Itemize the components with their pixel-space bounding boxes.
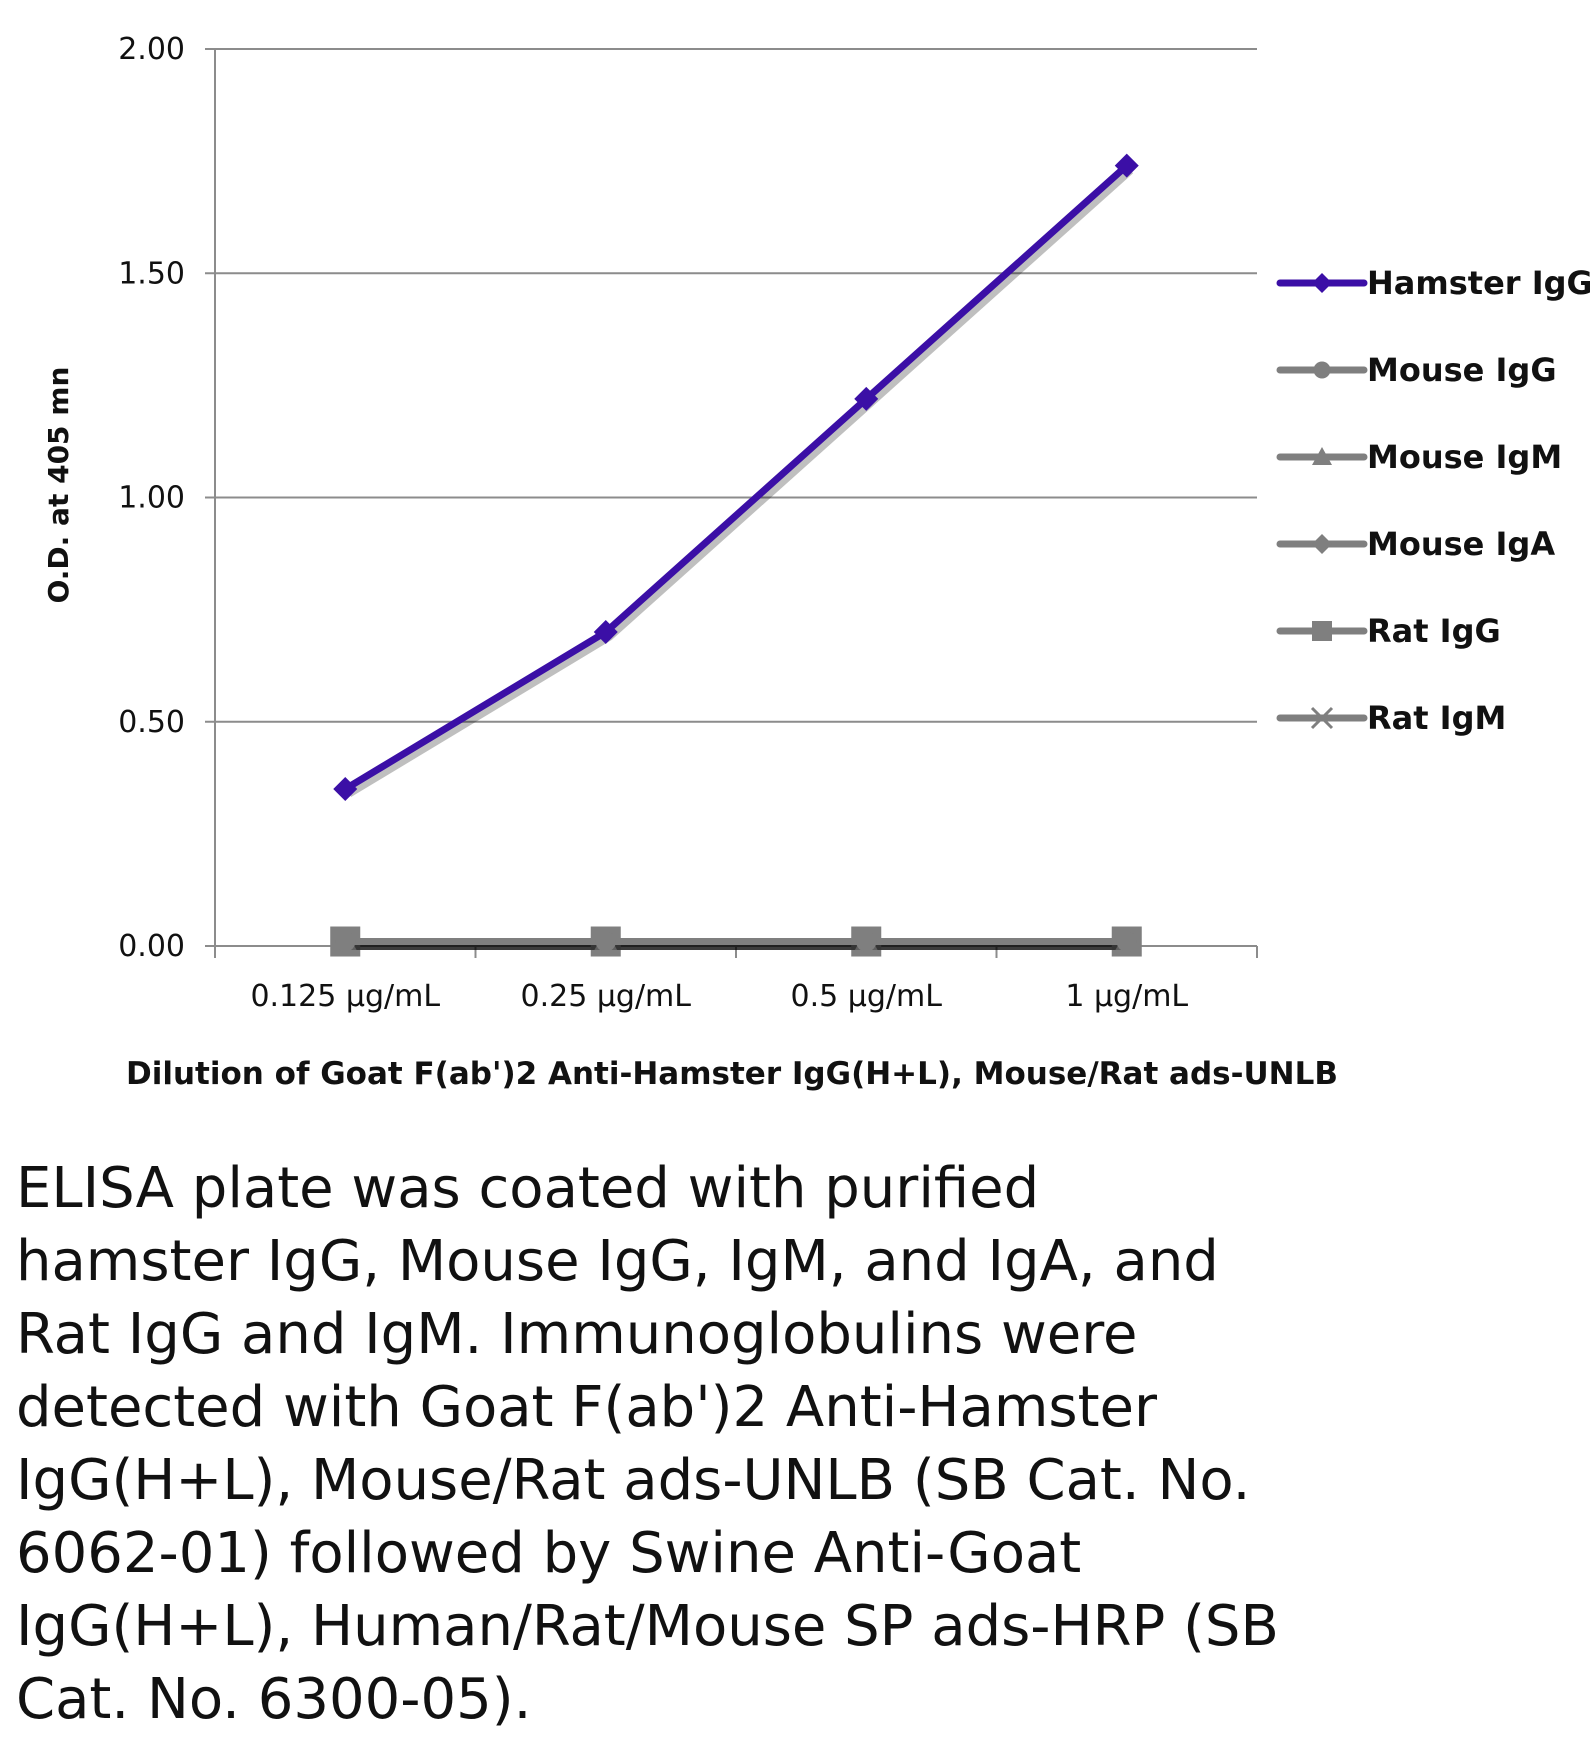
legend: Hamster IgG Mouse IgG Mouse IgM Mouse IgA Ra…: [1276, 264, 1590, 737]
elisa-line-chart: 0.00 0.50 1.00 1.50 2.00 0.125 µg/mL 0.25 µg/…: [42, 32, 1590, 1092]
legend-label: Rat IgM: [1367, 699, 1506, 737]
caption-line: Rat IgG and IgM. Immunoglobulins were: [16, 1302, 1138, 1367]
caption-line: detected with Goat F(ab')2 Anti-Hamster: [16, 1375, 1157, 1440]
legend-marker: [1310, 706, 1334, 730]
data-point: [856, 931, 877, 952]
legend-marker: [1313, 361, 1331, 379]
y-axis-label: O.D. at 405 mn: [42, 367, 75, 604]
data-point: [593, 620, 618, 645]
x-tick-label: 0.125 µg/mL: [250, 979, 440, 1014]
caption-line: Cat. No. 6300-05).: [16, 1667, 532, 1732]
data-point: [335, 931, 356, 952]
legend-item: Mouse IgG: [1276, 351, 1557, 389]
caption-line: hamster IgG, Mouse IgG, IgM, and IgA, an…: [16, 1229, 1219, 1294]
series-group: [330, 153, 1142, 957]
legend-label: Rat IgG: [1367, 612, 1501, 650]
data-point: [1116, 931, 1137, 952]
series-hamster-igg: [333, 153, 1139, 802]
legend-label: Mouse IgG: [1367, 351, 1557, 389]
data-point: [595, 931, 616, 952]
legend-item: Mouse IgM: [1276, 438, 1562, 476]
legend-marker: [1312, 273, 1332, 293]
legend-item: Hamster IgG: [1276, 264, 1590, 302]
x-axis-label: Dilution of Goat F(ab')2 Anti-Hamster Ig…: [126, 1056, 1338, 1092]
x-tick-label: 1 µg/mL: [1065, 979, 1188, 1014]
figure-caption: ELISA plate was coated with purified hams…: [16, 1152, 1576, 1736]
caption-line: IgG(H+L), Human/Rat/Mouse SP ads-HRP (SB: [16, 1594, 1279, 1659]
legend-item: Mouse IgA: [1276, 525, 1555, 563]
y-tick-label: 0.00: [118, 929, 185, 964]
legend-label: Hamster IgG: [1367, 264, 1590, 302]
data-point: [333, 777, 358, 802]
x-tick-label: 0.25 µg/mL: [520, 979, 691, 1014]
grid-lines: [205, 48, 1257, 947]
caption-line: ELISA plate was coated with purified: [16, 1156, 1040, 1221]
x-tick-label: 0.5 µg/mL: [791, 979, 943, 1014]
data-point: [854, 386, 879, 411]
y-tick-label: 2.00: [118, 32, 185, 67]
y-tick-labels: 0.00 0.50 1.00 1.50 2.00: [118, 32, 185, 964]
y-tick-label: 1.00: [118, 481, 185, 516]
series-mouse-igg: [335, 931, 1137, 952]
series-line-shadow: [347, 168, 1134, 798]
y-tick-label: 1.50: [118, 256, 185, 291]
legend-marker: [1312, 447, 1332, 465]
y-tick-label: 0.50: [118, 705, 185, 740]
legend-marker: [1312, 621, 1332, 641]
legend-marker: [1312, 534, 1332, 554]
x-tick-labels: 0.125 µg/mL 0.25 µg/mL 0.5 µg/mL 1 µg/mL: [250, 979, 1188, 1014]
legend-label: Mouse IgM: [1367, 438, 1562, 476]
legend-item: Rat IgM: [1276, 699, 1506, 737]
series-line: [343, 163, 1130, 793]
data-point: [1114, 153, 1139, 178]
axes: [205, 49, 1258, 958]
caption-line: 6062-01) followed by Swine Anti-Goat: [16, 1521, 1082, 1586]
caption-line: IgG(H+L), Mouse/Rat ads-UNLB (SB Cat. No…: [16, 1448, 1251, 1513]
legend-label: Mouse IgA: [1367, 525, 1555, 563]
legend-item: Rat IgG: [1276, 612, 1501, 650]
